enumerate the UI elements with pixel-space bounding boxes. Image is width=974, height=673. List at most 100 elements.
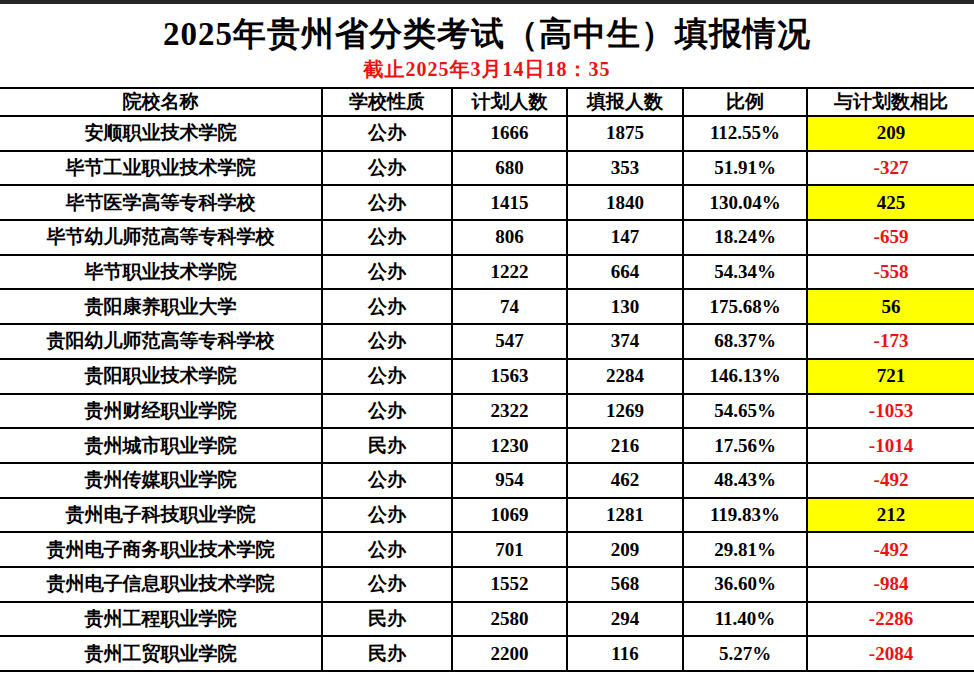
filled-count-cell: 294 xyxy=(567,602,683,637)
page-subtitle: 截止2025年3月14日18：35 xyxy=(0,55,974,83)
school-type-cell: 公办 xyxy=(322,151,452,186)
plan-count-cell: 954 xyxy=(452,463,567,498)
ratio-cell: 130.04% xyxy=(683,185,807,220)
ratio-cell: 175.68% xyxy=(683,289,807,324)
plan-count-cell: 806 xyxy=(452,220,567,255)
diff-cell: 212 xyxy=(807,498,974,533)
filled-count-cell: 568 xyxy=(567,567,683,602)
school-name-cell: 贵州电子信息职业技术学院 xyxy=(0,567,322,602)
diff-cell: -327 xyxy=(807,151,974,186)
table-row: 贵州电子商务职业技术学院 公办 701 209 29.81% -492 xyxy=(0,532,974,567)
table-row: 贵州传媒职业学院 公办 954 462 48.43% -492 xyxy=(0,463,974,498)
school-type-cell: 公办 xyxy=(322,394,452,429)
school-name-cell: 贵州传媒职业学院 xyxy=(0,463,322,498)
header-school-type: 学校性质 xyxy=(322,88,452,116)
filled-count-cell: 1875 xyxy=(567,116,683,151)
school-type-cell: 公办 xyxy=(322,255,452,290)
plan-count-cell: 680 xyxy=(452,151,567,186)
header-ratio: 比例 xyxy=(683,88,807,116)
header-row: 院校名称 学校性质 计划人数 填报人数 比例 与计划数相比 xyxy=(0,88,974,116)
table-row: 贵州工程职业学院 民办 2580 294 11.40% -2286 xyxy=(0,602,974,637)
table-body: 安顺职业技术学院 公办 1666 1875 112.55% 209 毕节工业职业… xyxy=(0,116,974,671)
school-name-cell: 毕节幼儿师范高等专科学校 xyxy=(0,220,322,255)
data-table: 院校名称 学校性质 计划人数 填报人数 比例 与计划数相比 安顺职业技术学院 公… xyxy=(0,87,974,672)
table-row: 贵州财经职业学院 公办 2322 1269 54.65% -1053 xyxy=(0,394,974,429)
table-row: 毕节职业技术学院 公办 1222 664 54.34% -558 xyxy=(0,255,974,290)
diff-cell: -492 xyxy=(807,532,974,567)
school-type-cell: 公办 xyxy=(322,324,452,359)
plan-count-cell: 1222 xyxy=(452,255,567,290)
school-name-cell: 贵州财经职业学院 xyxy=(0,394,322,429)
diff-cell: -173 xyxy=(807,324,974,359)
school-name-cell: 贵阳职业技术学院 xyxy=(0,359,322,394)
ratio-cell: 11.40% xyxy=(683,602,807,637)
filled-count-cell: 209 xyxy=(567,532,683,567)
filled-count-cell: 147 xyxy=(567,220,683,255)
table-row: 贵阳职业技术学院 公办 1563 2284 146.13% 721 xyxy=(0,359,974,394)
filled-count-cell: 353 xyxy=(567,151,683,186)
ratio-cell: 54.65% xyxy=(683,394,807,429)
filled-count-cell: 2284 xyxy=(567,359,683,394)
header-filled-count: 填报人数 xyxy=(567,88,683,116)
table-row: 毕节医学高等专科学校 公办 1415 1840 130.04% 425 xyxy=(0,185,974,220)
table-row: 贵州电子科技职业学院 公办 1069 1281 119.83% 212 xyxy=(0,498,974,533)
table-row: 贵州城市职业学院 民办 1230 216 17.56% -1014 xyxy=(0,428,974,463)
diff-cell: -1053 xyxy=(807,394,974,429)
plan-count-cell: 547 xyxy=(452,324,567,359)
table-row: 贵州工贸职业学院 民办 2200 116 5.27% -2084 xyxy=(0,636,974,671)
plan-count-cell: 2200 xyxy=(452,636,567,671)
school-name-cell: 贵州城市职业学院 xyxy=(0,428,322,463)
diff-cell: -2084 xyxy=(807,636,974,671)
plan-count-cell: 1069 xyxy=(452,498,567,533)
filled-count-cell: 462 xyxy=(567,463,683,498)
header-plan-count: 计划人数 xyxy=(452,88,567,116)
diff-cell: -984 xyxy=(807,567,974,602)
filled-count-cell: 374 xyxy=(567,324,683,359)
plan-count-cell: 2322 xyxy=(452,394,567,429)
school-name-cell: 毕节医学高等专科学校 xyxy=(0,185,322,220)
diff-cell: 56 xyxy=(807,289,974,324)
ratio-cell: 112.55% xyxy=(683,116,807,151)
table-row: 毕节工业职业技术学院 公办 680 353 51.91% -327 xyxy=(0,151,974,186)
table-row: 贵阳幼儿师范高等专科学校 公办 547 374 68.37% -173 xyxy=(0,324,974,359)
school-name-cell: 毕节职业技术学院 xyxy=(0,255,322,290)
ratio-cell: 119.83% xyxy=(683,498,807,533)
ratio-cell: 36.60% xyxy=(683,567,807,602)
school-type-cell: 公办 xyxy=(322,185,452,220)
school-name-cell: 毕节工业职业技术学院 xyxy=(0,151,322,186)
diff-cell: -2286 xyxy=(807,602,974,637)
diff-cell: 721 xyxy=(807,359,974,394)
school-name-cell: 贵阳幼儿师范高等专科学校 xyxy=(0,324,322,359)
school-type-cell: 公办 xyxy=(322,289,452,324)
ratio-cell: 146.13% xyxy=(683,359,807,394)
page: 2025年贵州省分类考试（高中生）填报情况 截止2025年3月14日18：35 … xyxy=(0,0,974,672)
school-name-cell: 贵州工程职业学院 xyxy=(0,602,322,637)
plan-count-cell: 2580 xyxy=(452,602,567,637)
ratio-cell: 18.24% xyxy=(683,220,807,255)
table-row: 安顺职业技术学院 公办 1666 1875 112.55% 209 xyxy=(0,116,974,151)
filled-count-cell: 1840 xyxy=(567,185,683,220)
school-name-cell: 安顺职业技术学院 xyxy=(0,116,322,151)
school-name-cell: 贵州电子商务职业技术学院 xyxy=(0,532,322,567)
plan-count-cell: 1552 xyxy=(452,567,567,602)
table-row: 毕节幼儿师范高等专科学校 公办 806 147 18.24% -659 xyxy=(0,220,974,255)
diff-cell: -1014 xyxy=(807,428,974,463)
ratio-cell: 51.91% xyxy=(683,151,807,186)
ratio-cell: 17.56% xyxy=(683,428,807,463)
plan-count-cell: 1230 xyxy=(452,428,567,463)
filled-count-cell: 1269 xyxy=(567,394,683,429)
school-type-cell: 公办 xyxy=(322,498,452,533)
table-row: 贵州电子信息职业技术学院 公办 1552 568 36.60% -984 xyxy=(0,567,974,602)
table-row: 贵阳康养职业大学 公办 74 130 175.68% 56 xyxy=(0,289,974,324)
ratio-cell: 68.37% xyxy=(683,324,807,359)
plan-count-cell: 1563 xyxy=(452,359,567,394)
ratio-cell: 48.43% xyxy=(683,463,807,498)
plan-count-cell: 74 xyxy=(452,289,567,324)
filled-count-cell: 116 xyxy=(567,636,683,671)
plan-count-cell: 701 xyxy=(452,532,567,567)
school-type-cell: 公办 xyxy=(322,567,452,602)
diff-cell: -659 xyxy=(807,220,974,255)
filled-count-cell: 130 xyxy=(567,289,683,324)
header-diff-vs-plan: 与计划数相比 xyxy=(807,88,974,116)
school-type-cell: 公办 xyxy=(322,359,452,394)
